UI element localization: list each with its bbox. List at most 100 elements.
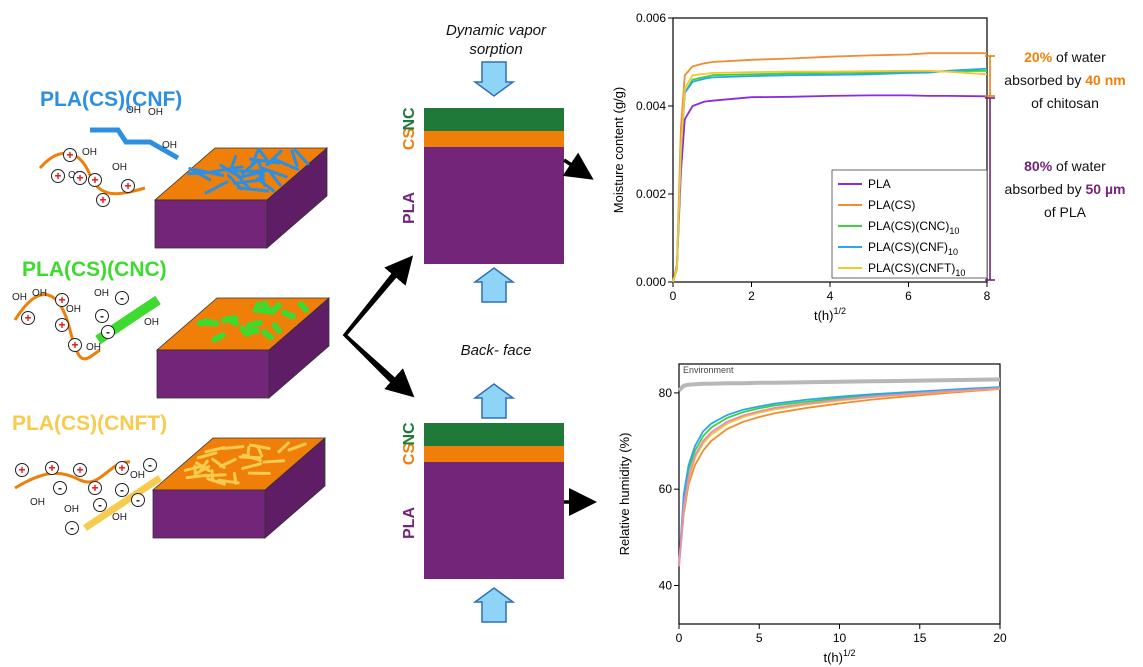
cnf-fiber [212,165,244,174]
cnf-charge-sign: + [124,179,131,193]
left-panel: OHOHOHOHOHOH++++++OHOHOHOHOHOH+++---+OHO… [12,105,331,539]
chart1-y-tick-label: 0.006 [636,11,666,25]
cnc-charge-circle [68,338,82,352]
cnc-oh-label: OH [144,317,159,328]
cnf-fiber [236,186,270,193]
cnf-fiber [290,149,299,168]
cnft-charge-circle [53,481,67,495]
chart1-legend-label: PLA(CS)(CNFT)10 [868,261,965,278]
cnf-charge-circle [121,179,135,193]
cnc-fiber [221,315,239,324]
cnc-oh-label: OH [66,304,81,315]
cnf-fiber [260,166,288,179]
chart1-x-tick-label: 6 [905,289,912,303]
cnc-slab-group [155,297,331,399]
cnft-oh-label: OH [30,497,45,508]
chart1-series-line-4 [672,69,988,283]
cnc-charge-sign: + [24,311,31,325]
chitosan-chain [13,293,101,361]
annot-top-line2: absorbed by [1004,72,1086,88]
chart1-series-line-1 [672,52,987,283]
annot-bottom-line1: of water [1052,158,1106,174]
top-stack-cs-layer [424,131,564,147]
bottom-stack-cs-layer [424,446,564,462]
cnft-slab-side-face [264,437,326,539]
annot-bottom-line3: of PLA [1043,204,1087,220]
cnc-oh-label: OH [86,342,101,353]
cnc-slab-front-face [156,349,270,399]
cnft-fiber [193,465,211,476]
chart2-series-line-0 [677,377,1001,392]
cnft-charge-circle [65,521,79,535]
cnf-oh-label: OH [112,162,127,173]
sample-title-cnc: PLA(CS)(CNC) [22,258,167,281]
cnc-charge-circle [95,309,109,323]
cnc-charge-circle [115,291,129,305]
annot-bottom-highlight2: 50 µm [1085,181,1126,197]
bottom-stack-cs-label: CS [401,443,418,466]
bottom-stack-pla-label: PLA [401,507,418,539]
cnc-charge-sign: - [120,291,124,305]
chart2-environment-label: Environment [683,365,734,375]
cnf-fiber [257,148,272,166]
cnc-charge-circle [101,325,115,339]
cnft-fiber [221,445,245,450]
cnft-charge-sign: - [120,483,124,497]
top-stack-nc-layer [424,108,564,131]
cnft-fiber [238,455,262,460]
cnft-charge-sign: - [148,458,152,472]
cnft-fiber [206,477,226,486]
chart2-x-tick-label: 15 [913,631,927,645]
chart2-series-line-5 [678,387,1001,567]
cnft-slab-front-face [152,489,266,539]
cnf-fiber [250,148,260,167]
chart2-y-axis-label: Relative humidity (%) [617,433,632,556]
cnft-charge-sign: + [91,481,98,495]
cnc-fiber [252,301,262,314]
vapor-up-arrow [472,267,516,303]
cnft-charge-sign: - [98,498,102,512]
cnf-oh-label: OH [82,147,97,158]
cnc-fiber [246,319,263,329]
chart2-series-line-3 [678,388,1001,567]
top-stack-nc-label: NC [401,107,418,131]
bottom-stack-nc-layer [424,423,564,446]
chitosan-chain [38,151,146,196]
cnf-charge-circle [73,171,87,185]
cnft-charge-circle [88,481,102,495]
cnc-fiber [196,319,215,327]
chart1-y-tick-label: 0.004 [636,99,666,113]
cnft-charge-circle [143,458,157,472]
annot-bottom-highlight: 80% [1024,158,1053,174]
chart1-legend-label: PLA [868,177,891,191]
cnft-oh-label: OH [112,512,127,523]
cnf-charge-circle [96,193,110,207]
cnft-fiber [287,442,307,452]
moisture-chart: 0 2 4 6 8 0.000 0.002 0.004 0.006 t(h)1/2 Moisture… [611,11,995,323]
cnft-charge-circle [73,463,87,477]
chart1-series-line-0 [672,94,988,283]
cnf-charge-sign: + [54,169,61,183]
cnc-fiber [271,322,282,334]
cnft-fiber [246,445,251,459]
humidity-chart: 0 5 10 15 20 40 60 80 t(h)1/2 Relative humidity (… [617,363,1007,665]
cnc-fiber [270,302,282,314]
cnft-charge-sign: - [70,521,74,535]
top-stack-cs-label: CS [401,128,418,151]
chart2-x-tick-label: 0 [676,631,683,645]
chart2-y-tick-label: 40 [659,578,673,592]
cnf-fiber [273,157,300,172]
chart2-x-tick-label: 10 [833,631,847,645]
chart1-y-tick-label: 0.000 [636,275,666,289]
chart2-x-axis-label: t(h)1/2 [823,648,855,665]
cnft-fiber [83,475,162,531]
cnc-charge-sign: + [71,338,78,352]
cnft-charge-sign: + [48,461,55,475]
cnft-charge-sign: - [136,493,140,507]
cnft-slab-group [151,437,327,539]
cnf-fiber [256,169,267,187]
cnft-fiber [217,478,240,485]
cnc-charge-sign: - [106,325,110,339]
